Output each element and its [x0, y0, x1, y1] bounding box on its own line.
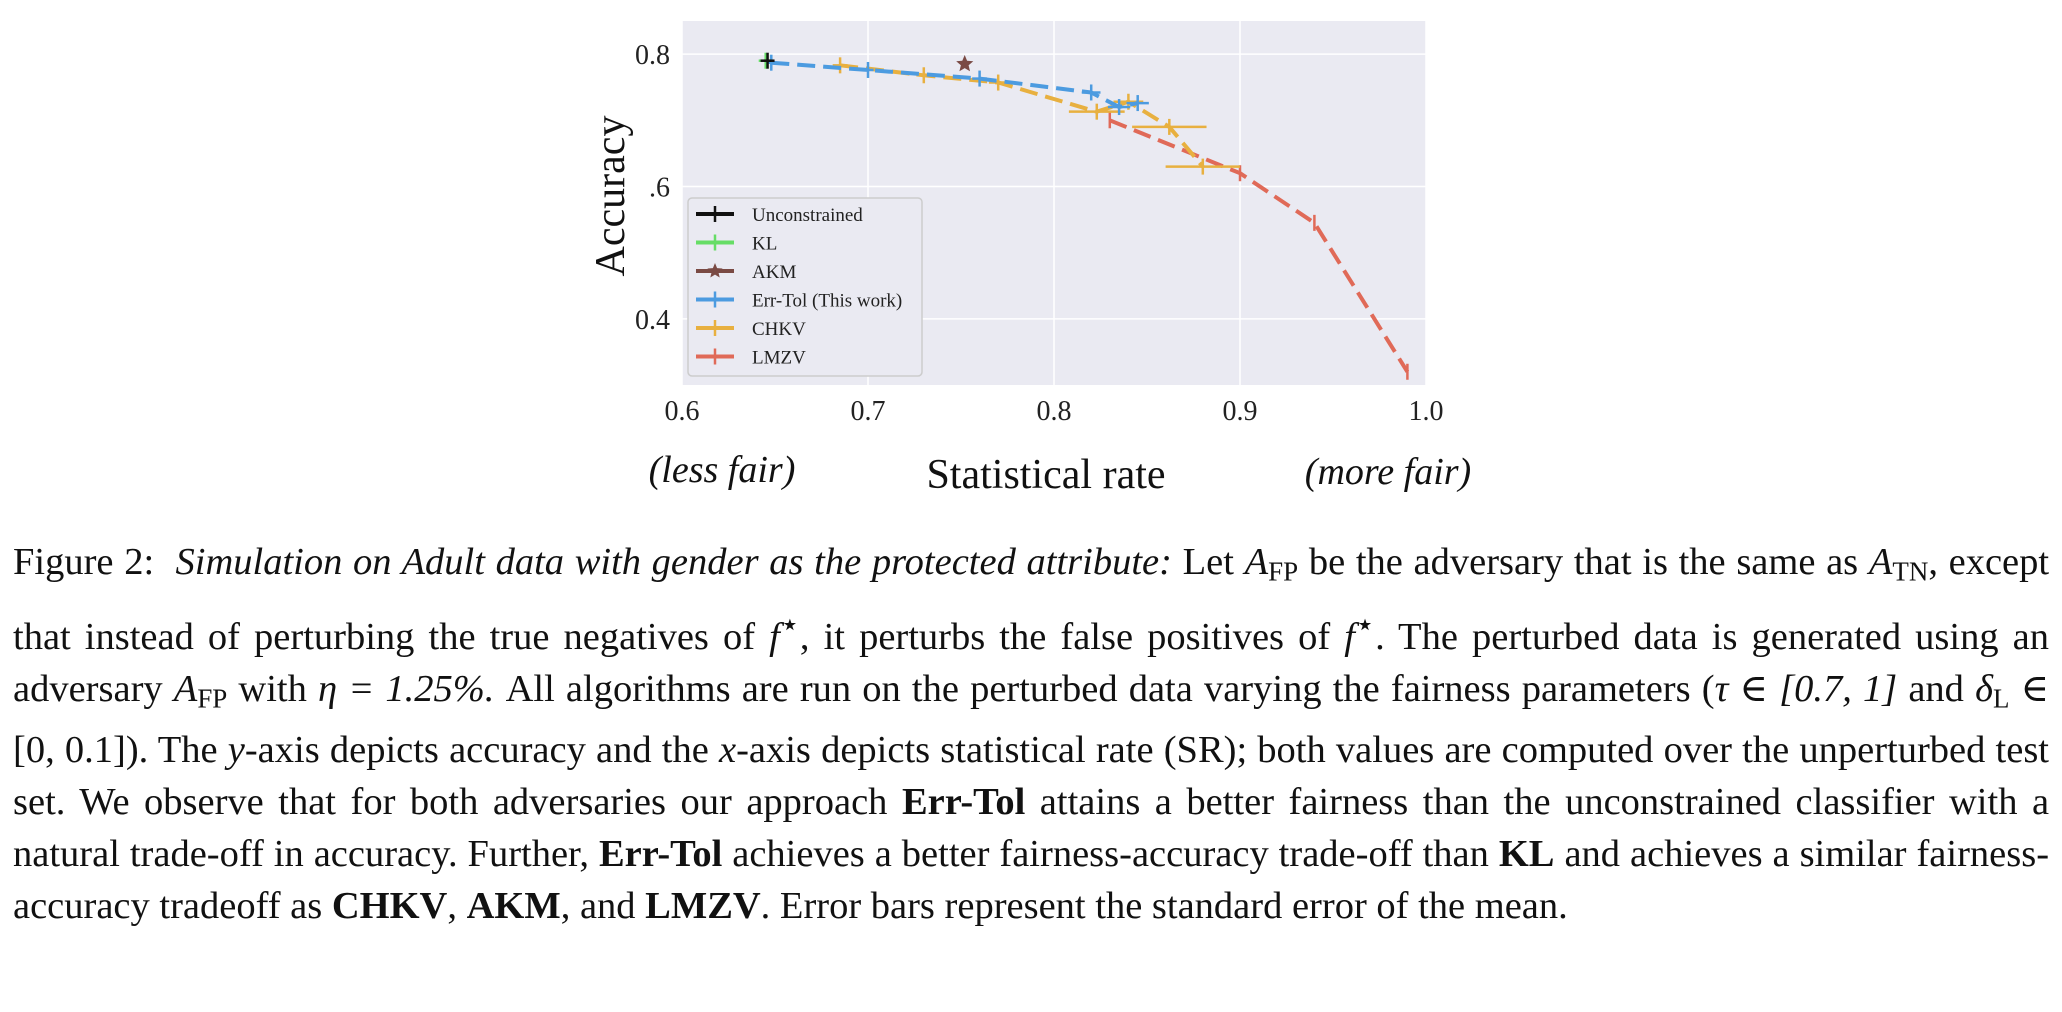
math-f: f	[769, 615, 780, 658]
x-tick-label: 0.6	[665, 396, 700, 427]
caption-text: All algorithms are run on the perturbed …	[505, 667, 1715, 710]
series-akm	[956, 55, 974, 72]
legend-label-chkv: CHKV	[752, 319, 806, 340]
caption-title: Simulation on Adult data with gender as …	[175, 541, 1172, 583]
legend-label-err-tol-this-work: Err-Tol (This work)	[752, 291, 902, 312]
math-A: A	[1868, 541, 1893, 583]
math-tau: τ ∈ [0.7, 1]	[1714, 667, 1898, 710]
legend-item-akm: AKM	[696, 262, 796, 283]
math-f: f	[1344, 615, 1355, 658]
math-delta-range: ∈ [0, 0.1]	[13, 667, 2050, 772]
math-sub-FP: FP	[197, 683, 228, 714]
math-sub-FP: FP	[1268, 556, 1299, 587]
x-tick-label: 0.7	[851, 396, 886, 427]
bold-kl: KL	[1498, 833, 1555, 876]
series-layer	[758, 52, 1410, 380]
y-tick-label: .6	[649, 172, 670, 203]
caption-text: be the adversary that is the same as	[1308, 541, 1859, 583]
bold-err-tol: Err-Tol	[598, 833, 723, 876]
less-fair-note: (less fair)	[649, 449, 796, 491]
legend-item-chkv: CHKV	[696, 319, 806, 340]
y-tick-label: 0.8	[635, 40, 670, 71]
legend-item-kl: KL	[696, 234, 777, 255]
series-err-tol-this-work	[765, 54, 1149, 116]
data-point-akm	[956, 55, 974, 72]
series-lmzv	[1108, 112, 1410, 380]
x-tick-label: 1.0	[1409, 396, 1444, 427]
caption-text: , it perturbs the false positives of	[799, 615, 1331, 658]
math-eta: η = 1.25%.	[318, 667, 495, 710]
caption-paragraph: Figure 2: Simulation on Adult data with …	[13, 536, 2049, 932]
legend-item-err-tol-this-work: Err-Tol (This work)	[696, 291, 902, 312]
bold-akm: AKM	[466, 885, 561, 928]
math-A: A	[1244, 541, 1269, 583]
math-y: y	[227, 729, 245, 772]
bold-chkv: CHKV	[331, 885, 448, 928]
legend-label-lmzv: LMZV	[752, 348, 806, 369]
chart: 0.6 0.7 0.8 0.9 1.0 0.4 .6 0.8 Accuracy Statist…	[588, 21, 1471, 498]
math-A: A	[173, 667, 198, 710]
x-axis-label: Statistical rate	[926, 452, 1165, 498]
x-tick-label: 0.8	[1037, 396, 1072, 427]
caption-text: Let	[1182, 541, 1234, 583]
bold-lmzv: LMZV	[645, 885, 761, 928]
legend-label-akm: AKM	[752, 262, 796, 283]
legend-label-unconstrained: Unconstrained	[752, 205, 863, 226]
legend-box	[687, 197, 923, 377]
ticks: 0.6 0.7 0.8 0.9 1.0 0.4 .6 0.8	[635, 40, 1444, 427]
caption-text: and achieves a similar fairness-accuracy…	[13, 833, 2050, 928]
caption-text: ,	[447, 885, 457, 928]
series-unconstrained	[760, 52, 775, 69]
caption-label: Figure 2:	[13, 541, 155, 583]
series-chkv	[832, 57, 1240, 175]
more-fair-note: (more fair)	[1305, 451, 1471, 493]
legend-label-kl: KL	[752, 234, 777, 255]
figure-caption: Figure 2: Simulation on Adult data with …	[13, 536, 2049, 932]
caption-text: -axis depicts statistical rate (SR); bot…	[13, 729, 2050, 824]
caption-text: . Error bars represent the standard erro…	[760, 885, 1568, 928]
legend-item-lmzv: LMZV	[696, 348, 806, 369]
bold-err-tol: Err-Tol	[901, 781, 1026, 824]
legend: Unconstrained KL AKM Err-Tol (This work) CHK…	[687, 197, 923, 377]
math-sub-L: L	[1992, 683, 2010, 714]
legend-item-unconstrained: Unconstrained	[696, 205, 863, 226]
y-axis-label: Accuracy	[588, 116, 634, 277]
caption-text: and	[1908, 667, 1964, 710]
caption-text: , except that instead of perturbing the …	[13, 541, 2050, 658]
caption-text: with	[238, 667, 307, 710]
caption-text: . The perturbed data is generated using …	[13, 615, 2050, 710]
math-star: ⋆	[779, 605, 800, 642]
caption-text: , and	[560, 885, 636, 928]
math-x: x	[718, 729, 737, 772]
figure: 0.6 0.7 0.8 0.9 1.0 0.4 .6 0.8 Accuracy Statist…	[588, 21, 1471, 498]
y-tick-label: 0.4	[635, 305, 670, 336]
caption-text: achieves a better fairness-accuracy trad…	[732, 833, 1489, 876]
math-delta: δ	[1975, 667, 1993, 710]
series-line-lmzv	[1109, 118, 1410, 373]
caption-text: ). The	[125, 729, 218, 772]
math-sub-TN: TN	[1892, 556, 1929, 587]
math-star: ⋆	[1354, 605, 1376, 642]
legend-marker-akm	[707, 263, 723, 278]
x-tick-label: 0.9	[1223, 396, 1258, 427]
caption-text: attains a better fairness than the uncon…	[13, 781, 2050, 876]
caption-text: -axis depicts accuracy and the	[244, 729, 709, 772]
